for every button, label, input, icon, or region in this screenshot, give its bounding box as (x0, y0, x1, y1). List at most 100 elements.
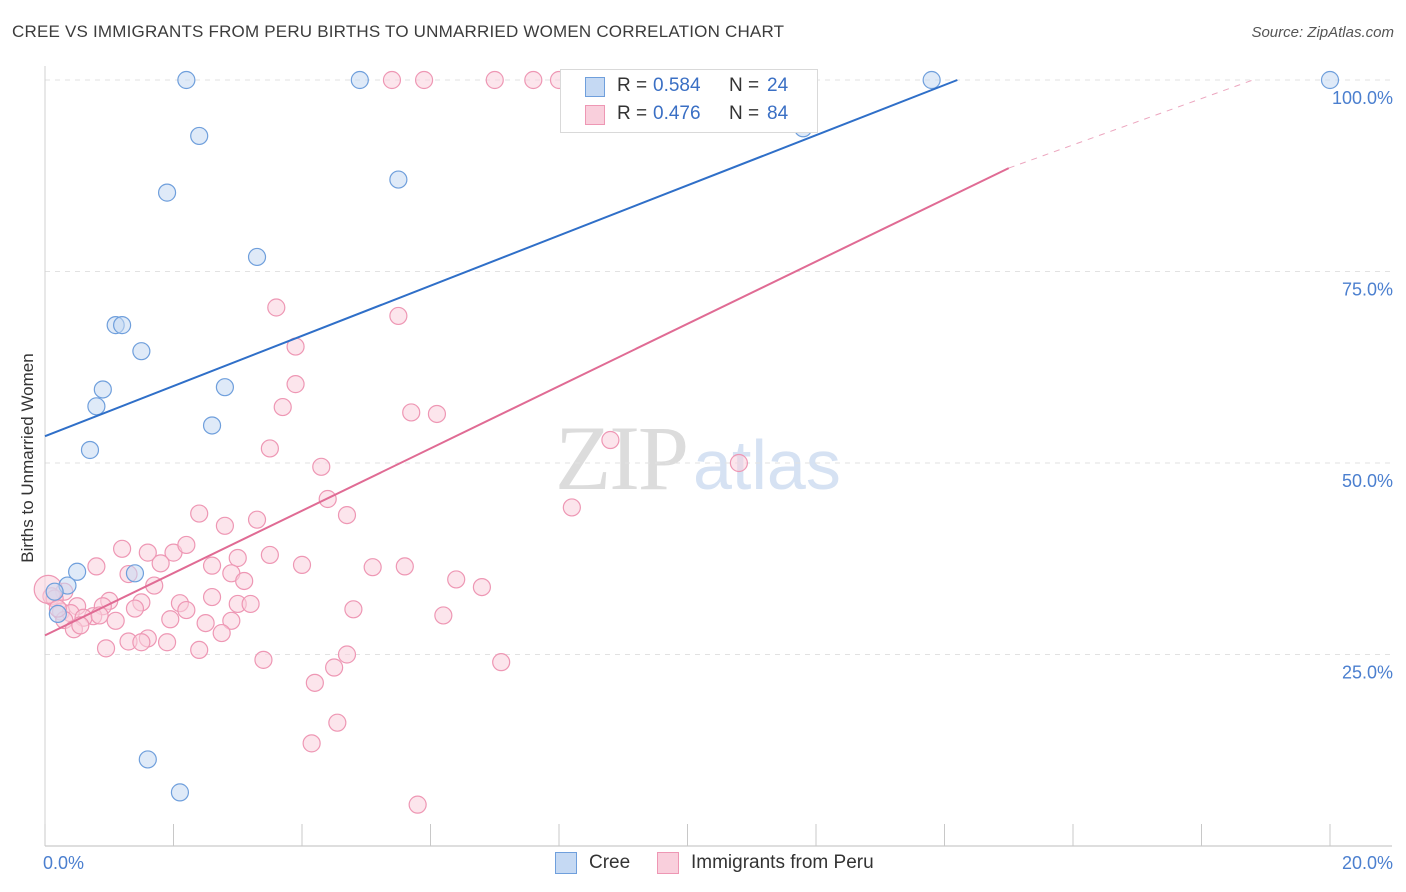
peru-point-66 (71, 616, 90, 635)
peru-r-label: R = (617, 103, 648, 124)
peru-point-20 (247, 510, 267, 529)
peru-point-25 (260, 545, 279, 565)
cree-point-23 (170, 783, 190, 802)
peru-point-0 (382, 70, 402, 90)
y-tick-label-1: 50.0% (1342, 471, 1393, 491)
cree-trend-line (44, 79, 958, 438)
legend-cree-swatch (555, 852, 577, 874)
peru-trend-extension (1008, 79, 1254, 169)
cree-swatch (585, 77, 605, 97)
peru-point-11 (427, 404, 447, 424)
peru-point-60 (434, 606, 453, 625)
peru-r-value: 0.476 (653, 103, 701, 124)
peru-point-64 (222, 611, 241, 630)
cree-point-18 (125, 564, 145, 583)
peru-point-48 (241, 594, 260, 614)
cree-point-7 (157, 183, 177, 202)
stats-box: R = 0.584 N = 24 R = 0.476 N = 84 (560, 69, 818, 133)
watermark-atlas: atlas (693, 426, 841, 504)
source-note: Source: ZipAtlas.com (1251, 24, 1394, 41)
peru-point-59 (106, 611, 125, 630)
peru-point-6 (389, 306, 408, 326)
peru-point-78 (305, 673, 324, 692)
peru-point-18 (337, 505, 357, 525)
peru-point-62 (161, 610, 180, 629)
legend-item-peru[interactable]: Immigrants from Peru (657, 852, 874, 874)
watermark: ZIPatlas (555, 405, 841, 511)
legend-item-cree[interactable]: Cree (555, 852, 630, 874)
peru-point-30 (292, 555, 312, 574)
peru-point-12 (601, 430, 620, 450)
peru-trend-line (44, 167, 1010, 637)
peru-point-22 (112, 539, 132, 558)
cree-point-4 (190, 126, 209, 146)
cree-point-15 (202, 416, 222, 435)
peru-point-17 (562, 498, 581, 517)
peru-point-9 (273, 397, 292, 417)
peru-point-27 (228, 548, 247, 568)
peru-point-35 (202, 556, 222, 575)
peru-point-72 (190, 640, 209, 660)
peru-point-79 (328, 713, 347, 732)
peru-point-26 (177, 535, 196, 555)
peru-point-73 (96, 639, 116, 658)
peru-point-29 (151, 554, 170, 573)
cree-point-22 (138, 750, 157, 769)
peru-point-31 (363, 558, 382, 577)
peru-point-28 (87, 557, 106, 576)
peru-point-23 (138, 543, 157, 562)
peru-n-label: N = (729, 103, 760, 124)
chart-title: CREE VS IMMIGRANTS FROM PERU BIRTHS TO U… (12, 22, 785, 41)
peru-point-2 (485, 70, 504, 90)
x-tick-label-1: 20.0% (1342, 853, 1393, 873)
peru-point-39 (235, 571, 254, 591)
peru-point-67 (212, 623, 231, 643)
cree-point-1 (350, 70, 369, 90)
peru-swatch (585, 105, 605, 125)
cree-point-3 (1320, 70, 1340, 90)
legend-peru-swatch (657, 852, 679, 874)
peru-point-36 (447, 570, 466, 589)
cree-point-11 (132, 342, 151, 361)
peru-point-81 (408, 795, 427, 814)
cree-point-17 (68, 562, 87, 581)
peru-point-77 (325, 658, 344, 677)
y-tick-label-2: 75.0% (1342, 280, 1393, 300)
peru-point-14 (729, 453, 749, 473)
peru-point-1 (414, 70, 434, 90)
y-tick-label-0: 25.0% (1342, 663, 1393, 683)
cree-point-21 (48, 604, 67, 624)
peru-point-5 (267, 298, 286, 317)
peru-point-76 (492, 653, 511, 672)
peru-n-value: 84 (767, 103, 789, 124)
cree-n-label: N = (729, 75, 760, 96)
cree-point-16 (80, 440, 100, 460)
watermark-zip: ZIP (555, 407, 689, 509)
peru-point-8 (286, 375, 305, 394)
cree-point-8 (247, 247, 267, 267)
peru-point-13 (260, 439, 279, 458)
peru-point-70 (132, 633, 151, 652)
cree-point-14 (87, 397, 106, 416)
peru-point-52 (177, 600, 196, 620)
x-tick-label-0: 0.0% (43, 853, 84, 873)
peru-point-71 (157, 633, 177, 652)
legend-cree-label: Cree (589, 852, 631, 873)
peru-point-53 (344, 600, 363, 619)
peru-point-21 (215, 516, 234, 535)
peru-point-63 (196, 613, 215, 633)
legend: Cree Immigrants from Peru (0, 852, 1406, 878)
cree-point-20 (45, 582, 64, 601)
peru-point-51 (125, 599, 145, 618)
cree-point-10 (112, 316, 132, 335)
cree-point-12 (215, 378, 234, 397)
cree-point-0 (177, 70, 196, 90)
peru-point-74 (337, 645, 357, 664)
cree-n-value: 24 (767, 75, 789, 96)
cree-point-13 (93, 380, 112, 399)
peru-point-19 (190, 504, 209, 523)
peru-point-32 (395, 557, 414, 576)
cree-point-2 (922, 70, 941, 90)
peru-point-80 (302, 734, 321, 753)
